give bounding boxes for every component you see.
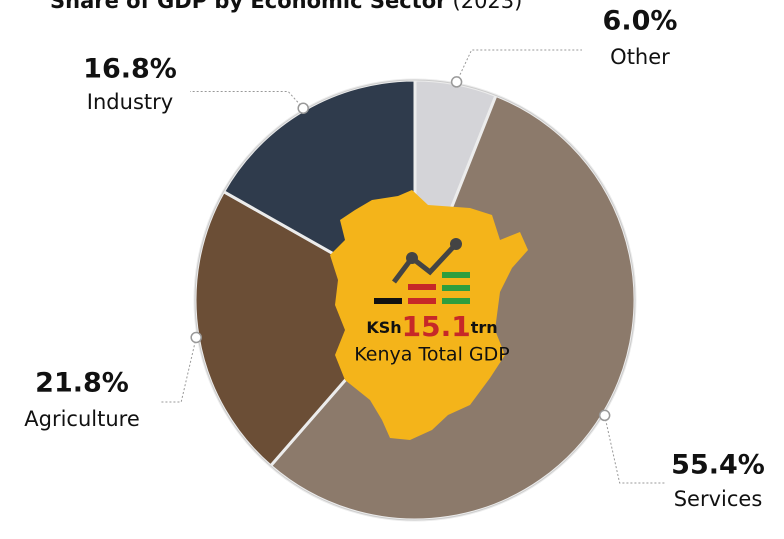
value-label: 55.4% (671, 450, 765, 481)
category-label: Agriculture (24, 407, 140, 431)
pie-outline (194, 79, 636, 521)
value-label: 21.8% (35, 368, 129, 399)
leader-line (160, 337, 197, 403)
flag-bar (408, 284, 436, 290)
leader-dot (190, 331, 202, 344)
total-value: 15.1 (402, 310, 471, 343)
leader-line (604, 415, 665, 484)
category-label: Other (610, 45, 670, 69)
flag-bar (408, 298, 436, 304)
unit: trn (471, 318, 498, 337)
trend-icon (392, 242, 458, 284)
flag-bar (442, 298, 470, 304)
kenya-map (330, 190, 528, 440)
flag-bar (442, 272, 470, 278)
icon-dot (450, 238, 462, 250)
leader-dot (598, 409, 611, 422)
subtitle: (2023) (453, 0, 523, 13)
chart-title: Share of GDP by Economic Sector (2023) (50, 0, 522, 13)
flag-bar (374, 298, 402, 304)
category-label: Industry (87, 90, 173, 114)
leader-dot (297, 102, 309, 114)
icon-dot (406, 252, 418, 264)
flag-bar (442, 285, 470, 291)
value-label: 6.0% (603, 6, 678, 37)
title: Share of GDP by Economic Sector (50, 0, 447, 13)
leader-line (190, 91, 304, 109)
value-label: 16.8% (83, 54, 177, 85)
category-label: Services (674, 487, 763, 511)
center-total: KSh15.1trn (366, 310, 497, 343)
center-label: Kenya Total GDP (354, 344, 509, 366)
currency: KSh (366, 318, 401, 337)
leader-line (456, 49, 582, 83)
leader-dot (450, 76, 463, 88)
